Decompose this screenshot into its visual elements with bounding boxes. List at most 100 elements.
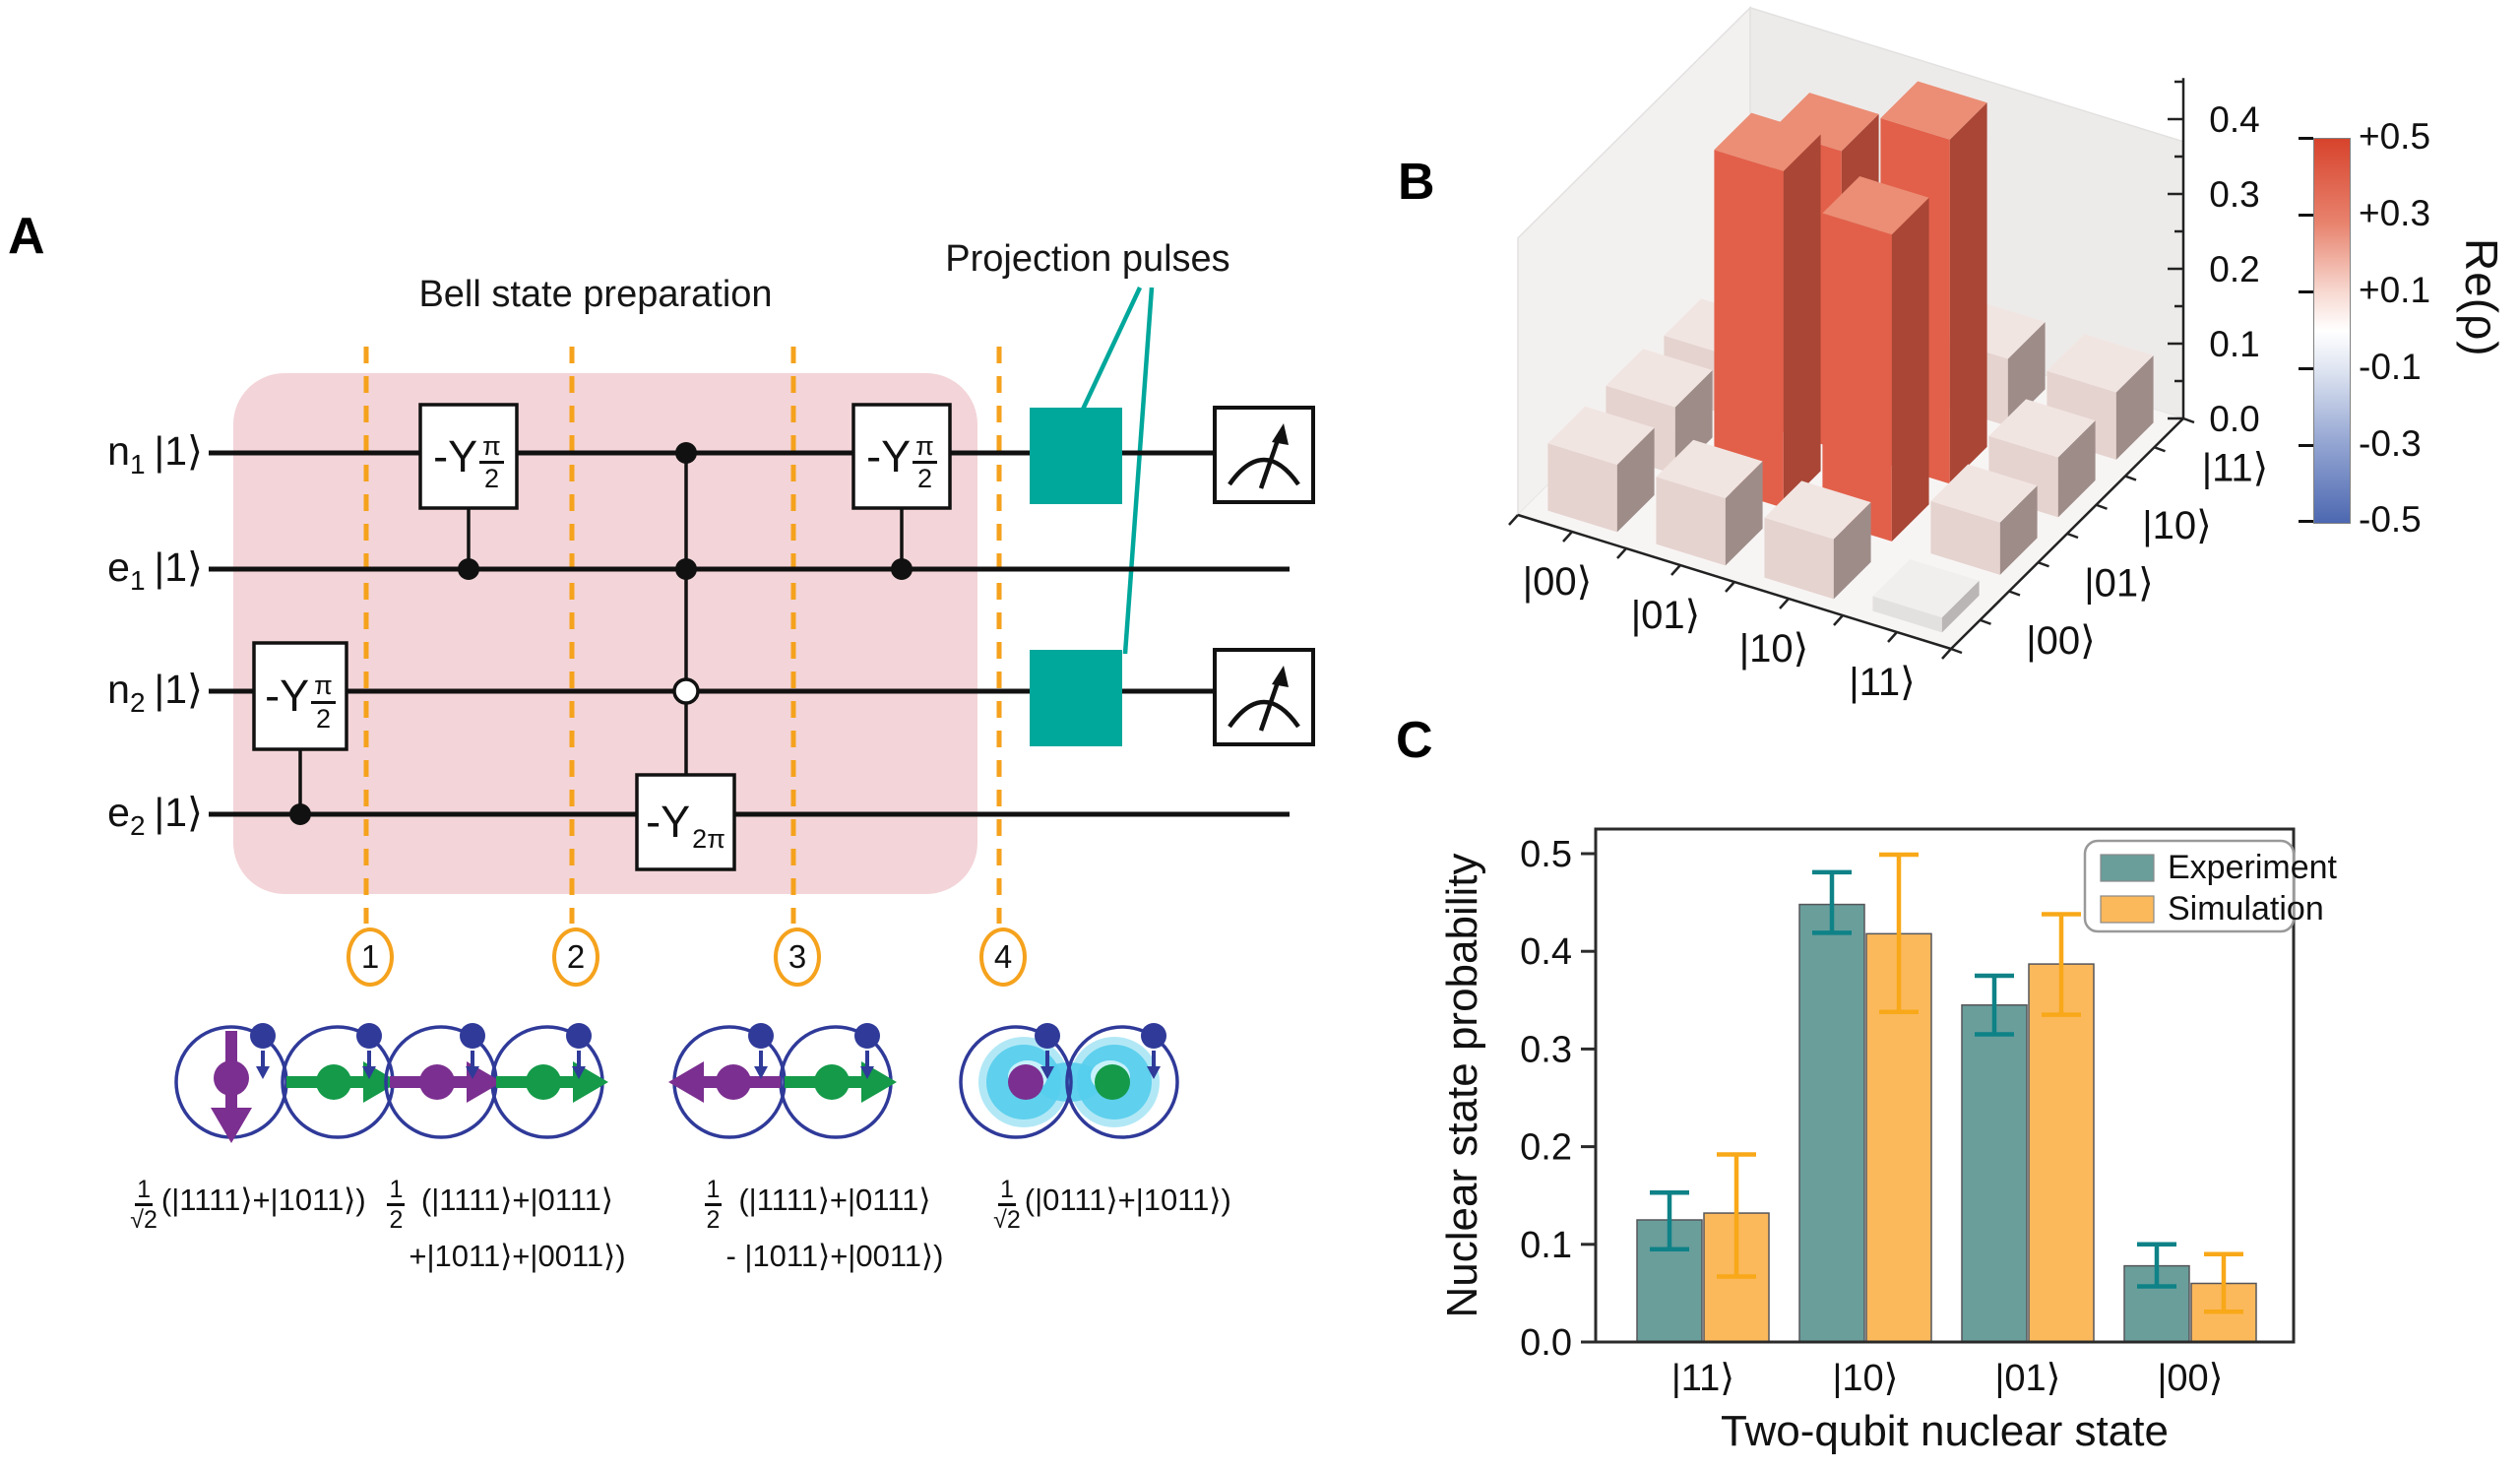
bars — [1636, 903, 2257, 1343]
svg-text:|11⟩: |11⟩ — [1671, 1358, 1734, 1399]
colorbar-tick — [2299, 367, 2313, 370]
legend-label-simulation: Simulation — [2168, 890, 2324, 927]
gate-boxes — [252, 403, 952, 871]
svg-text:|01⟩: |01⟩ — [1631, 594, 1701, 637]
colorbar-axis-label: Re(ρ) — [2456, 238, 2507, 357]
svg-text:|01⟩: |01⟩ — [1995, 1358, 2061, 1399]
bar3d-cell-1-0 — [1656, 439, 1763, 566]
bell-state-title: Bell state preparation — [418, 274, 773, 315]
svg-text:|10⟩: |10⟩ — [2142, 504, 2212, 547]
svg-text:0.1: 0.1 — [2209, 324, 2259, 364]
spin-diagram-3 — [668, 1023, 897, 1139]
bar3d-cell-2-1 — [1822, 176, 1929, 542]
open-control-dot — [672, 677, 700, 705]
svg-text:|00⟩: |00⟩ — [2158, 1358, 2224, 1399]
colorbar-tick-label: +0.3 — [2359, 193, 2431, 233]
panel-a-label: A — [8, 208, 45, 265]
legend-swatch-experiment — [2100, 854, 2155, 882]
bar-simulation-2 — [2028, 963, 2095, 1343]
gate-box-e2-y2pi — [635, 773, 736, 871]
projection-pointer-lines — [1078, 287, 1155, 655]
svg-text:0.2: 0.2 — [1520, 1127, 1572, 1169]
spin-state-diagrams — [174, 1023, 1179, 1143]
step-circle-3: 3 — [774, 927, 821, 987]
bar3d-cell-3-0 — [1872, 558, 1980, 633]
svg-text:0.3: 0.3 — [2209, 174, 2259, 215]
gate-label-n1-yhalf-1: -Y π 2 — [420, 405, 517, 508]
svg-text:|10⟩: |10⟩ — [1739, 627, 1809, 671]
colorbar-tick — [2299, 137, 2313, 140]
legend-swatch-simulation — [2100, 895, 2155, 924]
gate-box-n1-yhalf-2 — [851, 403, 952, 510]
svg-text:0.4: 0.4 — [2209, 99, 2259, 140]
bar3d-cell-2-0 — [1764, 480, 1871, 600]
z-tick-labels: 0.0 0.1 0.2 0.3 0.4 — [2209, 99, 2259, 439]
colorbar-tick — [2299, 214, 2313, 217]
quantum-circuit-diagram — [209, 287, 1315, 924]
wire-label-e1: e1 |1⟩ — [107, 544, 203, 596]
svg-text:0.5: 0.5 — [1520, 834, 1572, 875]
x-axis-label: Two-qubit nuclear state — [1721, 1407, 2169, 1455]
measurement-meters — [1213, 406, 1315, 746]
svg-text:0.4: 0.4 — [1520, 931, 1572, 973]
svg-text:|10⟩: |10⟩ — [1833, 1358, 1899, 1399]
svg-text:|11⟩: |11⟩ — [2202, 446, 2269, 489]
svg-text:0.0: 0.0 — [1520, 1322, 1572, 1364]
state-formula-1: 1 √2 (|1111⟩+|1011⟩) — [130, 1176, 366, 1234]
bar3d-cell-3-3 — [2047, 334, 2154, 460]
bar3d-cell-0-0 — [1547, 406, 1655, 533]
step-dashed-lines — [363, 347, 1002, 924]
meter-n1 — [1213, 406, 1315, 504]
bar3d-cell-3-1 — [1930, 464, 2038, 575]
legend: Experiment Simulation — [2083, 839, 2338, 933]
x-tick-labels: |11⟩ |10⟩ |01⟩ |00⟩ — [1671, 1358, 2224, 1399]
gate-label-e2-y2pi: -Y 2π — [646, 797, 725, 854]
basis-labels-left: |00⟩ |01⟩ |10⟩ |11⟩ — [1523, 560, 1916, 704]
colorbar-tick-label: +0.1 — [2359, 270, 2431, 310]
projection-pulse-n1 — [1030, 408, 1122, 504]
spin-diagram-1 — [174, 1023, 399, 1143]
spin-diagram-4 — [959, 1023, 1179, 1139]
colorbar-tick — [2299, 290, 2313, 293]
svg-text:0.3: 0.3 — [1520, 1029, 1572, 1070]
gate-label-n2-yhalf: -Y π 2 — [254, 643, 346, 749]
wire-label-n1: n1 |1⟩ — [107, 428, 203, 480]
projection-pulse-boxes — [1030, 408, 1122, 746]
y-ticks: 0.0 0.1 0.2 0.3 0.4 0.5 — [1520, 834, 1596, 1364]
density-matrix-3d-chart: 0.00.10.20.30.4|00⟩|01⟩|10⟩|11⟩|00⟩|01⟩|… — [1508, 6, 2269, 704]
y-axis-label: Nuclear state probability — [1438, 853, 1486, 1317]
meter-n2 — [1213, 648, 1315, 746]
colorbar-tick-label: -0.3 — [2359, 423, 2422, 464]
svg-text:|00⟩: |00⟩ — [2026, 619, 2096, 663]
base-axes — [1508, 416, 2195, 660]
bar3d-cell-1-1 — [1714, 112, 1821, 508]
step-circle-1: 1 — [346, 927, 394, 987]
colorbar-tick — [2299, 520, 2313, 523]
gate-label-n1-yhalf-2: -Y π 2 — [853, 405, 950, 508]
spin-diagram-2 — [384, 1023, 608, 1139]
panel-b-label: B — [1398, 154, 1435, 211]
nucleus-green — [1095, 1064, 1130, 1100]
colorbar-tick — [2299, 444, 2313, 447]
svg-text:0.1: 0.1 — [1520, 1225, 1572, 1266]
legend-label-experiment: Experiment — [2168, 849, 2338, 886]
gate-box-n2-yhalf — [252, 641, 348, 751]
axes-box — [1594, 827, 2296, 1344]
svg-text:0.2: 0.2 — [2209, 249, 2259, 289]
matrix-bars — [1547, 81, 2154, 633]
nuclear-state-probability-chart: 0.0 0.1 0.2 0.3 0.4 0.5 |11⟩ |10⟩ |01⟩ |00⟩ Two-qu… — [1438, 827, 2338, 1455]
colorbar-tick-label: -0.1 — [2359, 347, 2422, 387]
z-axis — [2168, 78, 2185, 420]
colorbar-tick-label: -0.5 — [2359, 499, 2422, 540]
bar-experiment-1 — [1798, 903, 1865, 1343]
svg-text:|11⟩: |11⟩ — [1849, 661, 1916, 704]
projection-pulse-n2 — [1030, 650, 1122, 746]
state-formula-4: 1 √2 (|0111⟩+|1011⟩) — [993, 1176, 1231, 1234]
colorbar-gradient — [2313, 138, 2351, 524]
svg-text:|00⟩: |00⟩ — [1523, 560, 1593, 604]
wire-label-e2: e2 |1⟩ — [107, 790, 203, 841]
wire-label-n2: n2 |1⟩ — [107, 667, 203, 718]
control-dots — [289, 442, 913, 825]
